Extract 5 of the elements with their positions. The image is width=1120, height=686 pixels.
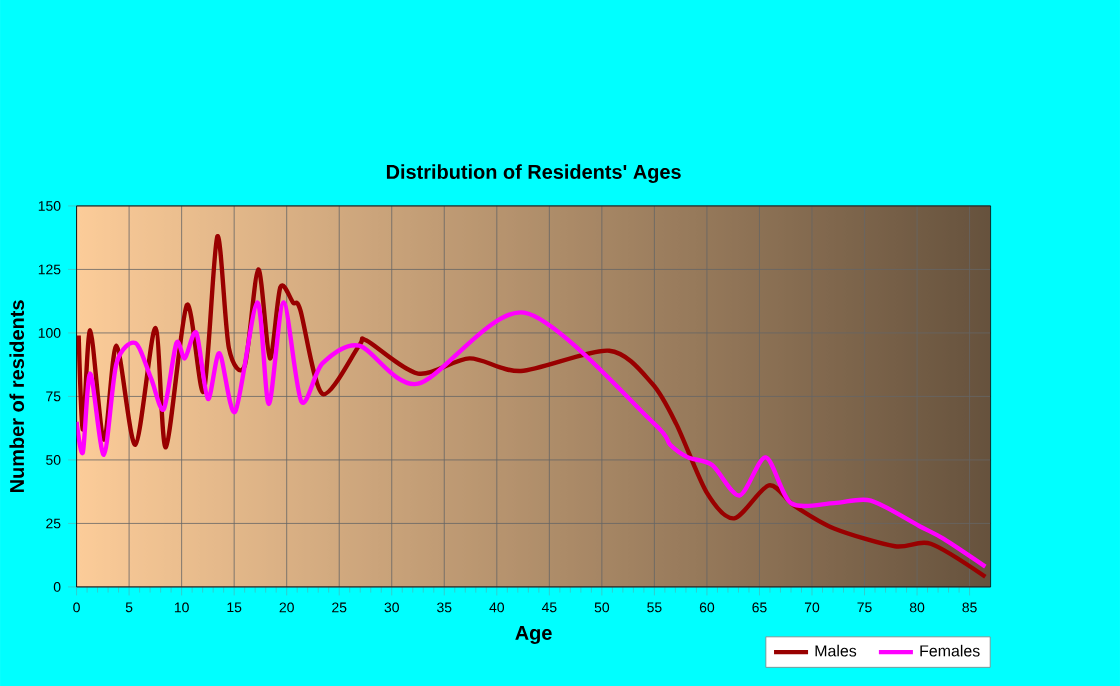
line-series: [76, 234, 988, 579]
chart-title: Distribution of Residents' Ages: [386, 164, 681, 183]
x-axis-title: Age: [515, 625, 552, 644]
line-series: [76, 300, 988, 569]
y-axis-title: Number of residents: [9, 300, 25, 492]
